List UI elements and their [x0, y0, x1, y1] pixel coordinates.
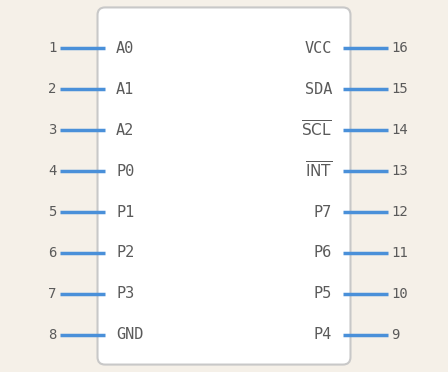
- Text: $\overline{\mathrm{INT}}$: $\overline{\mathrm{INT}}$: [305, 161, 332, 181]
- Text: A0: A0: [116, 41, 134, 56]
- Text: 4: 4: [48, 164, 56, 178]
- Text: 13: 13: [392, 164, 408, 178]
- Text: 10: 10: [392, 287, 408, 301]
- Text: P7: P7: [314, 205, 332, 219]
- Text: P2: P2: [116, 246, 134, 260]
- Text: 1: 1: [48, 41, 56, 55]
- Text: 2: 2: [48, 82, 56, 96]
- Text: SDA: SDA: [305, 82, 332, 97]
- Text: P1: P1: [116, 205, 134, 219]
- Text: 9: 9: [392, 328, 400, 342]
- FancyBboxPatch shape: [98, 7, 350, 365]
- Text: A2: A2: [116, 123, 134, 138]
- Text: VCC: VCC: [305, 41, 332, 56]
- Text: GND: GND: [116, 327, 143, 342]
- Text: 12: 12: [392, 205, 408, 219]
- Text: 3: 3: [48, 123, 56, 137]
- Text: 8: 8: [48, 328, 56, 342]
- Text: 16: 16: [392, 41, 408, 55]
- Text: 14: 14: [392, 123, 408, 137]
- Text: A1: A1: [116, 82, 134, 97]
- Text: 11: 11: [392, 246, 408, 260]
- Text: P0: P0: [116, 164, 134, 179]
- Text: 15: 15: [392, 82, 408, 96]
- Text: $\overline{\mathrm{SCL}}$: $\overline{\mathrm{SCL}}$: [301, 120, 332, 140]
- Text: 5: 5: [48, 205, 56, 219]
- Text: P6: P6: [314, 246, 332, 260]
- Text: 7: 7: [48, 287, 56, 301]
- Text: P4: P4: [314, 327, 332, 342]
- Text: 6: 6: [48, 246, 56, 260]
- Text: P5: P5: [314, 286, 332, 301]
- Text: P3: P3: [116, 286, 134, 301]
